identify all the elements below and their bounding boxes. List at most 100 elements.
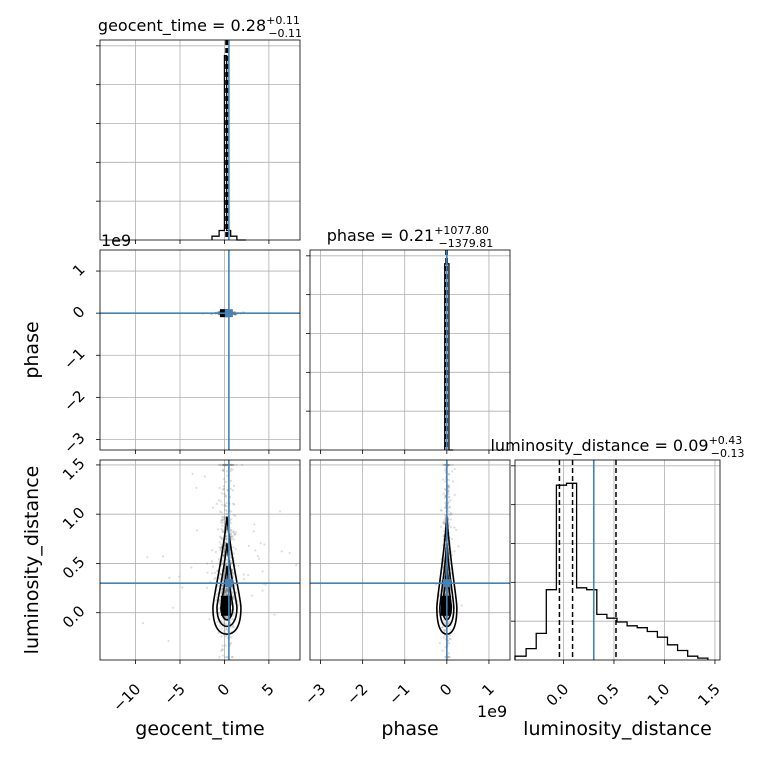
sample-point — [231, 594, 235, 597]
sample-point — [451, 470, 454, 473]
sample-point — [225, 655, 229, 659]
sample-point — [449, 526, 453, 529]
sample-point — [247, 573, 250, 577]
sample-point — [225, 593, 228, 596]
sample-point — [219, 572, 222, 576]
sample-point — [220, 627, 223, 630]
sample-point — [223, 504, 226, 507]
histogram-bin-luminosity_distance — [627, 626, 637, 660]
panel-frame-phase-vs-geocent_time — [99, 249, 301, 451]
sample-point — [226, 463, 229, 467]
xtick-label-geocent_time: −10 — [109, 680, 144, 715]
sample-point — [224, 563, 227, 566]
sample-point — [273, 613, 276, 616]
sample-point — [232, 513, 235, 517]
sample-point — [225, 501, 228, 505]
sample-point — [225, 589, 228, 592]
sample-point — [232, 484, 236, 487]
histogram-bin-luminosity_distance — [556, 485, 566, 660]
sample-point — [231, 655, 234, 659]
sample-point — [232, 612, 235, 615]
sample-point — [450, 550, 453, 553]
sample-point — [191, 472, 194, 475]
sample-point — [229, 510, 233, 513]
sample-point — [231, 468, 234, 471]
sample-point — [450, 537, 453, 541]
sample-point — [233, 532, 236, 535]
sample-point — [223, 629, 226, 632]
sample-point — [224, 589, 227, 592]
sample-point — [219, 548, 222, 552]
sample-point — [213, 577, 216, 581]
sample-point — [220, 562, 224, 566]
sample-point — [443, 621, 446, 624]
sample-point — [447, 593, 450, 596]
sample-point — [447, 486, 451, 489]
sample-point — [222, 463, 225, 467]
sample-point — [221, 524, 224, 527]
sample-point — [220, 587, 223, 590]
sample-point — [231, 617, 234, 621]
sample-point — [447, 463, 450, 467]
sample-point — [217, 558, 220, 561]
sample-point — [229, 463, 232, 467]
sample-point — [219, 463, 222, 467]
sample-point — [444, 469, 447, 472]
sample-point — [444, 593, 447, 597]
sample-point — [444, 634, 447, 637]
sample-point — [443, 463, 446, 467]
sample-point — [190, 566, 193, 569]
sample-point — [225, 512, 228, 515]
sample-point — [232, 502, 235, 505]
sample-point — [223, 568, 226, 571]
sample-point — [441, 649, 444, 652]
sample-point — [232, 463, 235, 467]
histogram-bin-luminosity_distance — [577, 588, 587, 660]
sample-point — [225, 586, 229, 590]
sample-point — [231, 463, 234, 467]
sample-point — [443, 506, 447, 510]
sample-point — [218, 486, 221, 490]
sample-point — [263, 543, 266, 546]
sample-point — [217, 631, 220, 634]
sample-point — [280, 550, 283, 553]
sample-point — [230, 463, 233, 467]
sample-point — [225, 587, 228, 590]
sample-point — [223, 463, 226, 467]
sample-point — [220, 650, 223, 653]
sample-point — [203, 475, 206, 478]
sample-point — [442, 566, 445, 569]
sample-point — [447, 510, 450, 513]
sample-point — [234, 533, 237, 536]
sample-point — [219, 463, 222, 467]
sample-point — [224, 463, 227, 467]
histogram-bin-geocent_time — [219, 231, 224, 241]
title-lower-geocent_time: −0.11 — [268, 27, 302, 40]
sample-point — [221, 620, 224, 624]
sample-point — [453, 467, 456, 471]
sample-point — [449, 511, 452, 515]
xtick-label-phase: 0 — [436, 680, 455, 699]
sample-point — [232, 571, 235, 575]
sample-point — [221, 644, 224, 647]
sample-point — [226, 463, 229, 467]
sample-point — [222, 553, 225, 557]
sample-point — [141, 622, 145, 625]
sample-point — [218, 655, 221, 659]
ytick-label-luminosity_distance: 1.5 — [59, 454, 89, 484]
xtick-label-geocent_time: 5 — [258, 680, 277, 699]
histogram-bin-luminosity_distance — [657, 637, 667, 660]
sample-point — [225, 538, 228, 541]
sample-point — [225, 589, 228, 592]
sample-point — [233, 503, 236, 506]
sample-point — [442, 463, 445, 467]
sample-point — [438, 642, 441, 645]
sample-point — [220, 538, 223, 541]
sample-point — [230, 529, 233, 532]
title-phase: phase = 0.21+1077.80 −1379.81 — [327, 224, 494, 250]
sample-point — [447, 513, 450, 516]
sample-point — [230, 463, 233, 467]
sample-point — [146, 556, 149, 559]
sample-point — [448, 620, 451, 624]
panel-frame-geocent_time — [99, 39, 301, 241]
